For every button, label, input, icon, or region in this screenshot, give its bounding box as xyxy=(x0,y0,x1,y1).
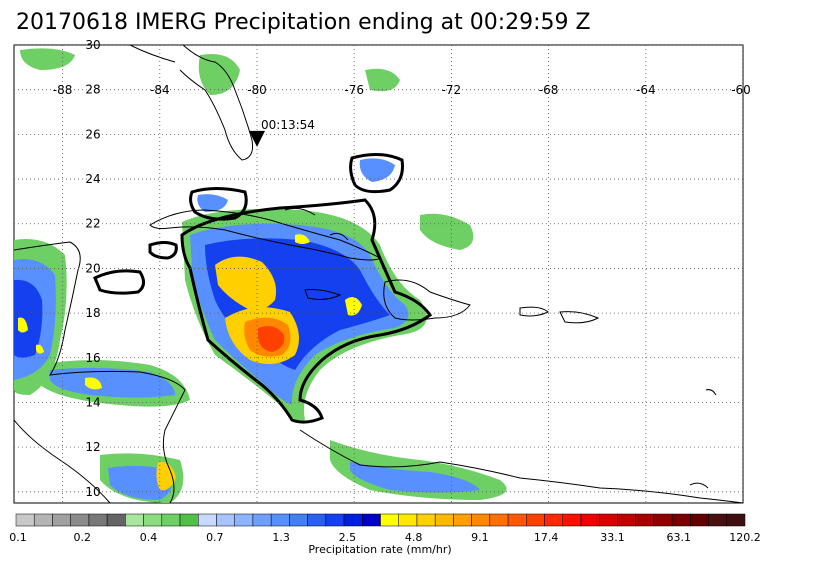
colorbar-tick-label: 0.4 xyxy=(140,531,158,544)
colorbar-cell xyxy=(690,513,709,527)
colorbar-cell xyxy=(489,513,509,527)
colorbar-tick-label: 63.1 xyxy=(666,531,691,544)
colorbar-cell xyxy=(179,513,199,527)
colorbar-cell xyxy=(343,513,363,527)
colorbar-cell xyxy=(198,513,217,527)
colorbar-cell xyxy=(562,513,582,527)
latitude-tick-label: 30 xyxy=(85,38,100,52)
map-grid xyxy=(14,45,743,503)
overpass-time-label: 00:13:54 xyxy=(261,118,315,132)
chart-title: 20170618 IMERG Precipitation ending at 0… xyxy=(16,10,591,35)
colorbar-cell xyxy=(453,513,472,527)
colorbar-tick-label: 33.1 xyxy=(600,531,625,544)
colorbar-cell xyxy=(52,513,71,527)
overpass-triangle-icon xyxy=(249,130,265,147)
colorbar-tick-labels: 0.1 0.2 0.4 0.7 1.3 2.5 4.8 9.1 17.4 33.1 63.1 120.… xyxy=(9,531,761,544)
colorbar-cell xyxy=(125,513,144,527)
colorbar-cell xyxy=(70,513,90,527)
colorbar-tick-label: 0.7 xyxy=(206,531,224,544)
latitude-tick-label: 18 xyxy=(85,306,100,320)
colorbar-tick-label: 9.1 xyxy=(471,531,489,544)
longitude-tick-label: -64 xyxy=(636,83,656,97)
colorbar-cell xyxy=(726,513,746,527)
colorbar-cell xyxy=(289,513,308,527)
colorbar-cell xyxy=(161,513,181,527)
colorbar-tick-label: 4.8 xyxy=(405,531,423,544)
swath-contour xyxy=(93,153,433,424)
colorbar-cell xyxy=(234,513,254,527)
latitude-tick-label: 24 xyxy=(85,172,100,186)
colorbar-cell xyxy=(434,513,454,527)
longitude-tick-label: -84 xyxy=(150,83,170,97)
colorbar-cell xyxy=(507,513,527,527)
precipitation-field xyxy=(14,48,507,503)
overpass-marker: 00:13:54 xyxy=(249,118,315,147)
colorbar-cell xyxy=(471,513,491,527)
colorbar-tick-label: 0.1 xyxy=(9,531,27,544)
colorbar-cell xyxy=(544,513,564,527)
colorbar-cell xyxy=(143,513,163,527)
colorbar-cell xyxy=(598,513,618,527)
colorbar-cell xyxy=(252,513,272,527)
colorbar-cell xyxy=(307,513,327,527)
longitude-tick-label: -60 xyxy=(731,83,751,97)
latitude-labels: 30 28 26 24 22 20 18 16 14 12 10 xyxy=(85,38,100,499)
longitude-tick-label: -80 xyxy=(247,83,267,97)
colorbar-cell xyxy=(106,513,126,527)
longitude-tick-label: -68 xyxy=(539,83,559,97)
colorbar-cell xyxy=(380,513,399,527)
longitude-labels: -88 -84 -80 -76 -72 -68 -64 -60 xyxy=(53,83,751,97)
colorbar-cell xyxy=(526,513,545,527)
colorbar-cell xyxy=(362,513,381,527)
colorbar-cell xyxy=(398,513,418,527)
colorbar-cell xyxy=(617,513,636,527)
colorbar-cell xyxy=(88,513,108,527)
longitude-tick-label: -72 xyxy=(442,83,462,97)
latitude-tick-label: 16 xyxy=(85,351,100,365)
colorbar-tick-label: 1.3 xyxy=(272,531,290,544)
colorbar-cell xyxy=(708,513,728,527)
colorbar-cell xyxy=(416,513,436,527)
colorbar-tick-label: 0.2 xyxy=(74,531,92,544)
colorbar-tick-label: 17.4 xyxy=(534,531,559,544)
colorbar-cell xyxy=(216,513,235,527)
colorbar-label: Precipitation rate (mm/hr) xyxy=(308,543,451,556)
colorbar-cell xyxy=(15,513,35,527)
latitude-tick-label: 12 xyxy=(85,440,100,454)
longitude-tick-label: -76 xyxy=(344,83,364,97)
colorbar-cell xyxy=(635,513,655,527)
colorbar-cell xyxy=(325,513,345,527)
latitude-tick-label: 14 xyxy=(85,395,100,409)
colorbar-cell xyxy=(270,513,290,527)
colorbar-tick-label: 120.2 xyxy=(729,531,761,544)
colorbar-cells xyxy=(15,513,746,527)
colorbar-cell xyxy=(33,513,53,527)
colorbar-tick-label: 2.5 xyxy=(339,531,357,544)
colorbar-cell xyxy=(671,513,691,527)
colorbar-cell xyxy=(653,513,673,527)
colorbar-cell xyxy=(580,513,600,527)
latitude-tick-label: 10 xyxy=(85,485,100,499)
latitude-tick-label: 20 xyxy=(85,261,100,275)
latitude-tick-label: 26 xyxy=(85,127,100,141)
latitude-tick-label: 28 xyxy=(85,83,100,97)
latitude-tick-label: 22 xyxy=(85,217,100,231)
longitude-tick-label: -88 xyxy=(53,83,73,97)
